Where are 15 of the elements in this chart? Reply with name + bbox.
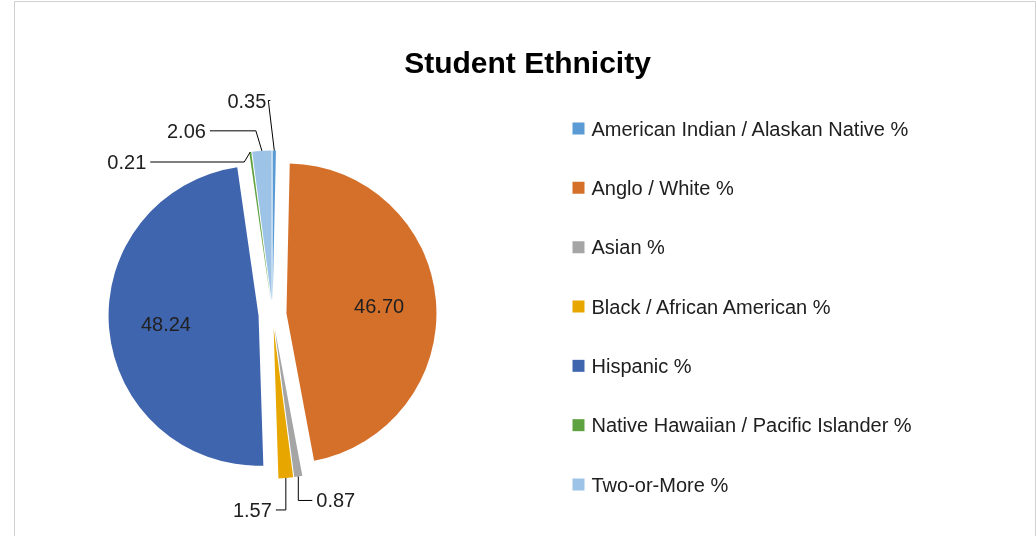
legend-label: American Indian / Alaskan Native %: [591, 117, 909, 140]
data-label: 2.06: [166, 119, 206, 142]
legend-label: Asian %: [591, 236, 666, 259]
legend-label: Hispanic %: [591, 354, 692, 377]
data-label: 46.70: [354, 294, 405, 317]
data-label: 1.57: [232, 498, 272, 521]
legend-label: Native Hawaiian / Pacific Islander %: [591, 414, 912, 437]
legend-label: Two-or-More %: [591, 473, 729, 496]
legend-label: Anglo / White %: [591, 176, 734, 199]
data-label: 48.24: [140, 312, 191, 335]
legend-label: Black / African American %: [591, 295, 831, 318]
chart-title: Student Ethnicity: [404, 46, 652, 79]
data-label: 0.87: [316, 489, 356, 512]
data-label: 0.35: [227, 89, 267, 112]
data-label: 0.21: [107, 151, 147, 174]
